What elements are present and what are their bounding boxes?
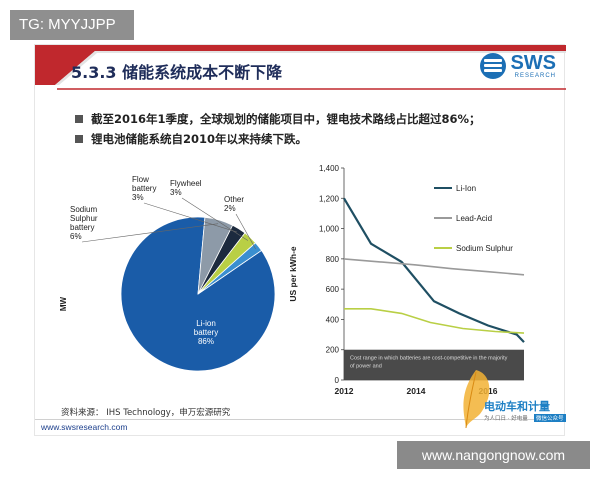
pie-slice-label: battery — [132, 184, 156, 193]
cost-range-annotation: Cost range in which batteries are cost-c… — [350, 356, 508, 370]
y-tick-label: 1,200 — [319, 194, 340, 203]
y-tick-label: 600 — [326, 285, 340, 294]
pie-slice-label: Other — [224, 195, 244, 204]
y-tick-label: 800 — [326, 255, 340, 264]
ev-metering-logo: 电动车和计量 为人口日 · 好电量 微信公众号 — [448, 368, 566, 432]
feather-logo-icon — [463, 370, 490, 429]
pie-slice-label: Flywheel — [170, 179, 202, 188]
legend-label: Li-Ion — [456, 184, 476, 193]
pie-slice-label: 3% — [170, 188, 182, 197]
brand-name: SWS — [510, 52, 556, 74]
series-line — [343, 197, 525, 343]
pie-slice-label: 2% — [224, 204, 236, 213]
ev-logo-tag: 微信公众号 — [534, 414, 566, 422]
y-tick-label: 0 — [335, 376, 340, 385]
slide-title: 5.3.3 储能系统成本不断下降 — [71, 63, 283, 82]
bullet-text: 锂电池储能系统自2010年以来持续下跌。 — [91, 132, 308, 146]
pie-slice-label: Li-ion — [196, 319, 216, 328]
pie-chart: Li-ionbattery86%SodiumSulphurbattery6%Fl… — [59, 175, 276, 372]
pie-leader-line — [81, 223, 219, 243]
y-tick-label: 1,000 — [319, 225, 340, 234]
pie-slice-label: 6% — [70, 232, 82, 241]
x-tick-label: 2012 — [335, 386, 354, 396]
pie-slice-label: Sodium — [70, 205, 97, 214]
ev-logo-text: 电动车和计量 — [484, 400, 550, 413]
line-chart: Cost range in which batteries are cost-c… — [288, 164, 525, 396]
top-watermark-text: TG: MYYJJPP — [19, 16, 116, 33]
sws-logo: SWS RESEARCH — [480, 53, 556, 79]
bullet-item: 锂电池储能系统自2010年以来持续下跌。 — [75, 131, 555, 147]
pie-axis-label: MW — [59, 296, 68, 311]
website-link[interactable]: www.swsresearch.com — [41, 422, 128, 432]
report-slide: 5.3.3 储能系统成本不断下降 SWS RESEARCH 截至2016年1季度… — [34, 44, 566, 436]
bottom-watermark: www.nangongnow.com — [397, 441, 590, 469]
legend-label: Lead-Acid — [456, 214, 492, 223]
bullet-text: 截至2016年1季度，全球规划的储能项目中，锂电技术路线占比超过86%； — [91, 112, 481, 126]
x-tick-label: 2014 — [407, 386, 426, 396]
y-axis-label: US per kWh-e — [288, 246, 298, 302]
square-bullet-icon — [75, 135, 83, 143]
source-note: 资料来源： IHS Technology，申万宏源研究 — [61, 408, 231, 418]
pie-slice-label: battery — [70, 223, 94, 232]
pie-slice-label: Sulphur — [70, 214, 98, 223]
ev-logo-subtitle: 为人口日 · 好电量 — [484, 416, 528, 422]
series-line — [343, 258, 525, 276]
legend-label: Sodium Sulphur — [456, 244, 513, 253]
pie-slice-label: 3% — [132, 193, 144, 202]
pie-leader-line — [181, 197, 249, 241]
sws-globe-icon — [480, 53, 507, 79]
slide-header: 5.3.3 储能系统成本不断下降 SWS RESEARCH — [35, 45, 566, 93]
y-tick-label: 400 — [326, 315, 340, 324]
square-bullet-icon — [75, 115, 83, 123]
footer-divider — [35, 419, 564, 420]
y-tick-label: 200 — [326, 346, 340, 355]
pie-slice-label: Flow — [132, 175, 149, 184]
bullet-item: 截至2016年1季度，全球规划的储能项目中，锂电技术路线占比超过86%； — [75, 111, 555, 127]
top-watermark-badge: TG: MYYJJPP — [10, 10, 134, 40]
red-chevron-shape — [35, 45, 566, 85]
pie-slice-label: battery — [194, 328, 218, 337]
header-banner-graphic — [35, 45, 566, 90]
brand-subtitle: RESEARCH — [514, 73, 556, 79]
pie-leader-line — [143, 202, 238, 233]
pie-slice-label: 86% — [198, 337, 214, 346]
pie-leader-line — [235, 213, 256, 250]
pie-slice — [197, 242, 263, 295]
bullet-list: 截至2016年1季度，全球规划的储能项目中，锂电技术路线占比超过86%； 锂电池… — [75, 111, 555, 151]
series-line — [344, 308, 525, 334]
y-tick-label: 1,400 — [319, 164, 340, 173]
annotation-line: of power and — [350, 364, 382, 370]
annotation-line: Cost range in which batteries are cost-c… — [350, 356, 508, 362]
bottom-watermark-text: www.nangongnow.com — [421, 447, 566, 463]
cost-competitive-band — [344, 349, 524, 380]
